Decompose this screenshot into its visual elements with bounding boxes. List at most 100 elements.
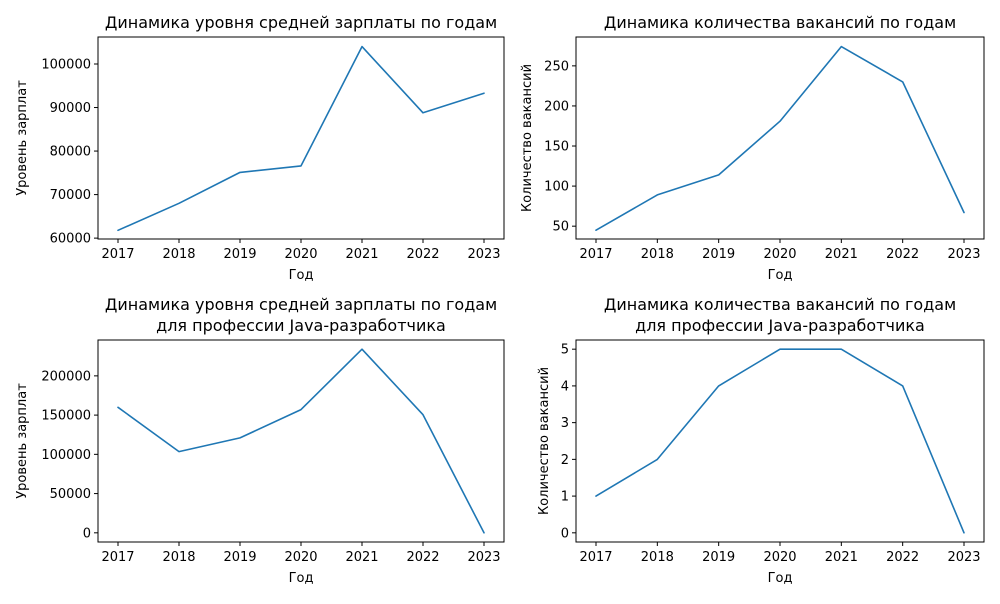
data-point bbox=[656, 458, 658, 460]
y-tick-label: 80000 bbox=[50, 145, 91, 160]
data-point bbox=[901, 81, 903, 83]
data-point bbox=[595, 495, 597, 497]
x-tick-label: 2017 bbox=[579, 550, 612, 565]
x-tick-label: 2023 bbox=[467, 247, 500, 262]
x-axis-label: Год bbox=[768, 268, 793, 283]
y-tick-label: 60000 bbox=[50, 232, 91, 247]
data-point bbox=[117, 229, 119, 231]
chart-panel-3: Динамика уровня средней зарплаты по года… bbox=[15, 295, 505, 586]
y-tick-label: 200000 bbox=[41, 369, 91, 384]
y-axis-label: Количество вакансий bbox=[537, 367, 552, 515]
chart-title: для профессии Java-разработчика bbox=[635, 316, 925, 335]
data-point bbox=[779, 348, 781, 350]
x-tick-label: 2020 bbox=[763, 247, 796, 262]
y-tick-label: 100000 bbox=[41, 448, 91, 463]
y-axis-label: Количество вакансий bbox=[520, 64, 535, 212]
y-tick-label: 70000 bbox=[50, 188, 91, 203]
x-tick-label: 2022 bbox=[886, 550, 919, 565]
data-point bbox=[840, 348, 842, 350]
chart-title: для профессии Java-разработчика bbox=[156, 316, 446, 335]
data-point bbox=[483, 92, 485, 94]
y-tick-label: 4 bbox=[561, 379, 569, 394]
series-line bbox=[595, 348, 965, 534]
chart-title: Динамика количества вакансий по годам bbox=[604, 13, 956, 32]
data-point bbox=[178, 450, 180, 452]
data-point bbox=[840, 45, 842, 47]
chart-title: Динамика количества вакансий по годам bbox=[604, 295, 956, 314]
x-tick-label: 2017 bbox=[101, 247, 134, 262]
x-tick-label: 2021 bbox=[345, 550, 378, 565]
x-tick-label: 2019 bbox=[702, 550, 735, 565]
x-axis-label: Год bbox=[289, 571, 314, 586]
x-tick-label: 2018 bbox=[641, 550, 674, 565]
y-tick-label: 50 bbox=[552, 220, 569, 235]
data-point bbox=[422, 414, 424, 416]
data-point bbox=[779, 120, 781, 122]
data-point bbox=[717, 174, 719, 176]
data-point bbox=[361, 45, 363, 47]
y-axis-label: Уровень зарплат bbox=[15, 80, 30, 196]
x-tick-label: 2017 bbox=[579, 247, 612, 262]
chart-panel-4: Динамика количества вакансий по годам для… bbox=[537, 295, 985, 586]
x-tick-label: 2022 bbox=[406, 247, 439, 262]
x-tick-label: 2018 bbox=[641, 247, 674, 262]
x-tick-label: 2021 bbox=[345, 247, 378, 262]
y-tick-label: 0 bbox=[83, 526, 91, 541]
data-point bbox=[717, 385, 719, 387]
chart-title: Динамика уровня средней зарплаты по года… bbox=[105, 295, 497, 314]
chart-panel-1: Динамика уровня средней зарплаты по года… bbox=[15, 13, 505, 283]
y-tick-label: 0 bbox=[561, 526, 569, 541]
y-tick-label: 1 bbox=[561, 490, 569, 505]
data-point bbox=[239, 437, 241, 439]
x-tick-label: 2019 bbox=[223, 247, 256, 262]
x-axis-label: Год bbox=[768, 571, 793, 586]
chart-title: Динамика уровня средней зарплаты по года… bbox=[105, 13, 497, 32]
x-tick-label: 2023 bbox=[467, 550, 500, 565]
x-tick-label: 2018 bbox=[162, 550, 195, 565]
x-tick-label: 2019 bbox=[223, 550, 256, 565]
data-point bbox=[117, 406, 119, 408]
data-point bbox=[422, 112, 424, 114]
y-tick-label: 3 bbox=[561, 416, 569, 431]
y-tick-label: 200 bbox=[544, 99, 569, 114]
y-tick-label: 150 bbox=[544, 140, 569, 155]
x-tick-label: 2017 bbox=[101, 550, 134, 565]
y-tick-label: 50000 bbox=[50, 487, 91, 502]
chart-panel-2: Динамика количества вакансий по годам 201… bbox=[520, 13, 985, 283]
data-point bbox=[595, 229, 597, 231]
x-tick-label: 2023 bbox=[947, 550, 980, 565]
data-point bbox=[483, 532, 485, 534]
data-point bbox=[901, 385, 903, 387]
data-point bbox=[178, 202, 180, 204]
x-tick-label: 2021 bbox=[825, 550, 858, 565]
x-tick-label: 2019 bbox=[702, 247, 735, 262]
y-tick-label: 5 bbox=[561, 343, 569, 358]
data-point bbox=[239, 171, 241, 173]
y-tick-label: 150000 bbox=[41, 409, 91, 424]
series-line bbox=[117, 45, 485, 232]
x-axis-label: Год bbox=[289, 268, 314, 283]
series-line bbox=[595, 45, 965, 231]
y-axis-label: Уровень зарплат bbox=[15, 383, 30, 499]
data-point bbox=[300, 408, 302, 410]
data-point bbox=[300, 165, 302, 167]
data-point bbox=[963, 532, 965, 534]
x-tick-label: 2022 bbox=[406, 550, 439, 565]
x-tick-label: 2020 bbox=[284, 247, 317, 262]
x-tick-label: 2020 bbox=[284, 550, 317, 565]
x-tick-label: 2020 bbox=[763, 550, 796, 565]
x-tick-label: 2023 bbox=[947, 247, 980, 262]
x-tick-label: 2022 bbox=[886, 247, 919, 262]
y-tick-label: 100 bbox=[544, 180, 569, 195]
series-line bbox=[117, 348, 485, 534]
y-tick-label: 2 bbox=[561, 453, 569, 468]
data-point bbox=[963, 211, 965, 213]
y-tick-label: 250 bbox=[544, 59, 569, 74]
x-tick-label: 2018 bbox=[162, 247, 195, 262]
data-point bbox=[361, 348, 363, 350]
x-tick-label: 2021 bbox=[825, 247, 858, 262]
y-tick-label: 90000 bbox=[50, 101, 91, 116]
y-tick-label: 100000 bbox=[41, 57, 91, 72]
data-point bbox=[656, 194, 658, 196]
